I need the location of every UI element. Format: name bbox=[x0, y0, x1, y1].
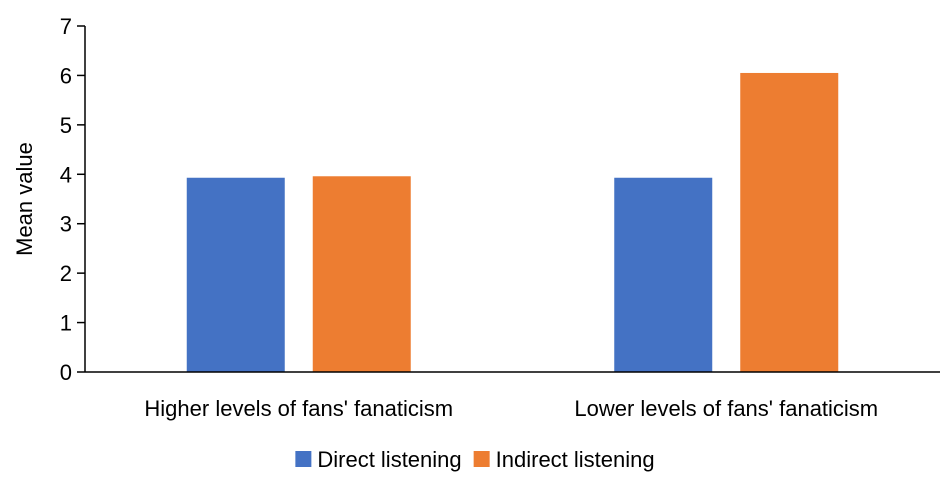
legend-swatch bbox=[295, 451, 312, 467]
x-category-label: Higher levels of fans' fanaticism bbox=[144, 396, 453, 421]
bar-direct-listening bbox=[614, 177, 713, 372]
legend-label: Direct listening bbox=[317, 447, 461, 472]
y-tick-label: 1 bbox=[60, 311, 72, 336]
legend-swatch bbox=[473, 451, 490, 467]
y-tick-label: 7 bbox=[60, 14, 72, 39]
y-tick-label: 2 bbox=[60, 261, 72, 286]
bar-indirect-listening bbox=[740, 72, 839, 372]
legend-label: Indirect listening bbox=[496, 447, 655, 472]
x-category-label: Lower levels of fans' fanaticism bbox=[574, 396, 878, 421]
y-tick-label: 4 bbox=[60, 162, 72, 187]
bar-direct-listening bbox=[186, 177, 285, 372]
y-tick-label: 3 bbox=[60, 212, 72, 237]
category-labels: Higher levels of fans' fanaticism Lower l… bbox=[144, 396, 878, 421]
bar-indirect-listening bbox=[312, 176, 411, 372]
legend: Direct listening Indirect listening bbox=[295, 447, 655, 472]
y-tick-label: 0 bbox=[60, 360, 72, 385]
y-tick-label: 5 bbox=[60, 113, 72, 138]
bars bbox=[186, 72, 839, 372]
y-axis-ticks: 0 1 2 3 4 5 6 7 bbox=[60, 14, 85, 385]
y-axis-title: Mean value bbox=[12, 142, 37, 256]
y-tick-label: 6 bbox=[60, 63, 72, 88]
